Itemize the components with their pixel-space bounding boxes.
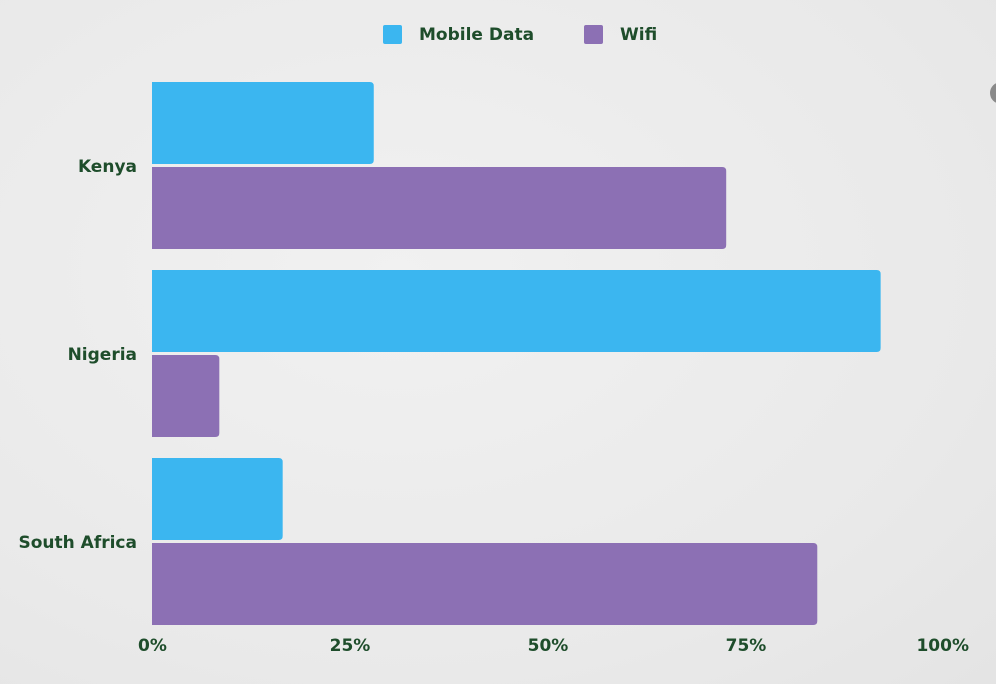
bar-kenya-mobile-data[interactable]	[152, 82, 374, 164]
category-label: Kenya	[78, 157, 137, 177]
circle-decoration	[990, 82, 996, 104]
legend-swatch	[584, 25, 603, 44]
legend-label: Wifi	[620, 25, 657, 45]
x-tick-label: 75%	[726, 636, 767, 656]
bar-kenya-wifi[interactable]	[152, 167, 727, 249]
bar-nigeria-wifi[interactable]	[152, 355, 220, 437]
x-tick-label: 25%	[330, 636, 371, 656]
category-label: South Africa	[19, 533, 138, 553]
legend-swatch	[383, 25, 402, 44]
legend-item-0[interactable]: Mobile Data	[383, 25, 534, 45]
bar-south-africa-wifi[interactable]	[152, 543, 818, 625]
bar-nigeria-mobile-data[interactable]	[152, 270, 881, 352]
x-tick-label: 100%	[916, 636, 969, 656]
category-label: Nigeria	[68, 345, 137, 365]
x-tick-label: 0%	[138, 636, 167, 656]
bar-south-africa-mobile-data[interactable]	[152, 458, 283, 540]
legend-item-1[interactable]: Wifi	[584, 25, 657, 45]
legend-label: Mobile Data	[419, 25, 534, 45]
x-tick-label: 50%	[528, 636, 569, 656]
